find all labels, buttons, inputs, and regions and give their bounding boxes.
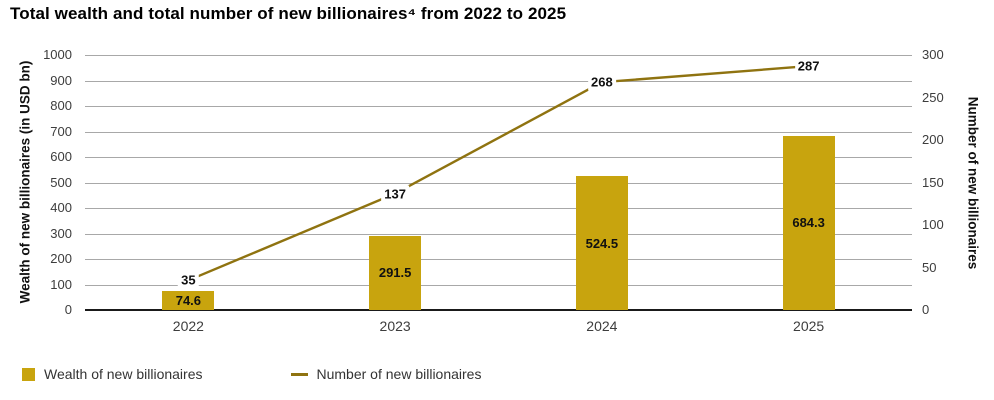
x-axis-label: 2023 — [379, 318, 411, 334]
gridline — [85, 208, 912, 209]
left-axis-tick: 200 — [50, 251, 72, 266]
legend: Wealth of new billionaires Number of new… — [22, 366, 481, 382]
line-point-label: 137 — [381, 185, 409, 203]
gridline — [85, 55, 912, 56]
left-axis-tick: 1000 — [43, 47, 72, 62]
bar: 74.6 — [162, 290, 215, 310]
bar-swatch-icon — [22, 367, 35, 381]
plot-area: 74.6 291.5 524.5 684.3 35 137 268 287 — [85, 55, 912, 311]
gridline — [85, 233, 912, 235]
legend-item-wealth: Wealth of new billionaires — [22, 366, 203, 382]
x-axis-line — [85, 309, 912, 311]
line-point-label: 287 — [794, 57, 823, 75]
legend-label: Wealth of new billionaires — [44, 366, 203, 382]
left-axis-tick: 400 — [50, 200, 72, 215]
right-axis-tick: 250 — [922, 89, 944, 105]
trend-line — [187, 64, 809, 282]
left-axis-tick: 100 — [50, 276, 72, 292]
bar: 524.5 — [575, 176, 628, 310]
line-point-label: 268 — [588, 73, 616, 91]
bar-value-label: 524.5 — [585, 235, 619, 251]
bar-value-label: 684.3 — [792, 215, 825, 231]
left-axis-tick: 300 — [50, 225, 72, 241]
gridline — [85, 106, 912, 107]
right-axis-tick: 150 — [922, 174, 944, 190]
gridline — [85, 284, 912, 286]
left-axis-tick: 600 — [50, 149, 72, 164]
x-axis-label: 2024 — [586, 318, 618, 334]
bar-value-label: 291.5 — [378, 265, 412, 281]
bar-value-label: 74.6 — [175, 292, 202, 308]
gridline — [85, 182, 912, 184]
line-swatch-icon — [290, 372, 308, 376]
left-axis-tick: 700 — [50, 123, 72, 139]
gridline — [85, 131, 912, 133]
gridline — [85, 80, 912, 82]
right-axis-tick: 50 — [922, 259, 937, 275]
right-axis-tick: 300 — [922, 47, 944, 62]
left-axis-tick: 900 — [50, 72, 72, 88]
gridline — [85, 157, 912, 158]
chart-title: Total wealth and total number of new bil… — [10, 4, 567, 23]
x-axis-label: 2022 — [172, 318, 204, 334]
legend-label: Number of new billionaires — [316, 366, 482, 382]
bar: 684.3 — [782, 135, 835, 310]
left-axis-tick: 500 — [50, 174, 72, 190]
gridline — [85, 259, 912, 260]
left-axis-tick: 800 — [50, 98, 72, 113]
left-axis-tick: 0 — [64, 302, 72, 317]
right-axis-tick: 100 — [922, 217, 944, 232]
right-axis-tick: 200 — [922, 132, 944, 147]
bar: 291.5 — [369, 235, 422, 310]
line-point-label: 35 — [178, 271, 199, 289]
x-axis-label: 2025 — [793, 318, 825, 334]
right-axis-tick: 0 — [922, 302, 930, 317]
legend-item-count: Number of new billionaires — [290, 366, 482, 382]
